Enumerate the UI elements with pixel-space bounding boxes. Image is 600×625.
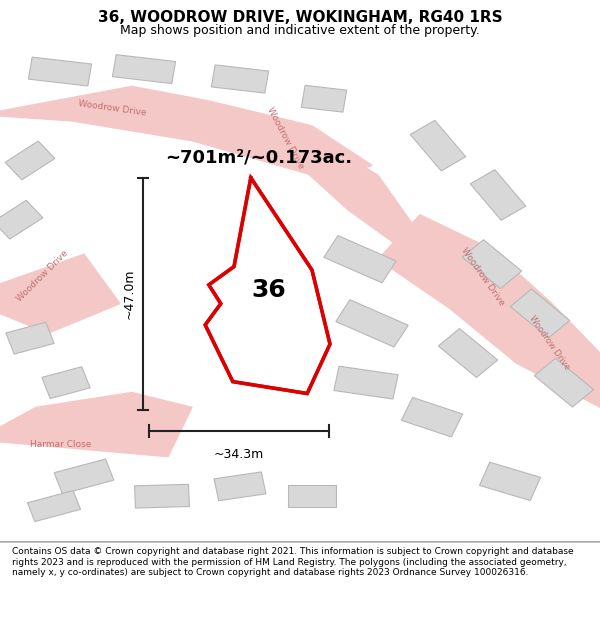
Polygon shape [42, 367, 90, 399]
Polygon shape [463, 239, 521, 289]
Polygon shape [228, 131, 420, 244]
Text: Woodrow Drive: Woodrow Drive [460, 246, 506, 307]
Text: ~701m²/~0.173ac.: ~701m²/~0.173ac. [165, 149, 352, 167]
Polygon shape [439, 329, 497, 378]
Polygon shape [301, 85, 347, 112]
Polygon shape [134, 484, 190, 508]
Polygon shape [0, 254, 120, 333]
Text: Woodrow Drive: Woodrow Drive [265, 106, 305, 171]
Polygon shape [214, 472, 266, 501]
Polygon shape [470, 170, 526, 220]
Polygon shape [28, 57, 92, 86]
Polygon shape [511, 289, 569, 338]
Text: Contains OS data © Crown copyright and database right 2021. This information is : Contains OS data © Crown copyright and d… [12, 548, 574, 577]
Polygon shape [334, 366, 398, 399]
Text: Woodrow Drive: Woodrow Drive [527, 314, 571, 372]
Text: ~34.3m: ~34.3m [214, 448, 264, 461]
Polygon shape [336, 300, 408, 347]
Text: 36: 36 [251, 278, 286, 302]
Polygon shape [479, 462, 541, 501]
Polygon shape [112, 54, 176, 84]
Polygon shape [0, 200, 43, 239]
Text: Woodrow Drive: Woodrow Drive [78, 99, 147, 118]
Polygon shape [378, 215, 600, 408]
Text: 36, WOODROW DRIVE, WOKINGHAM, RG40 1RS: 36, WOODROW DRIVE, WOKINGHAM, RG40 1RS [98, 10, 502, 25]
Text: Woodrow Drive: Woodrow Drive [14, 249, 70, 304]
Polygon shape [401, 398, 463, 437]
Polygon shape [324, 236, 396, 283]
Polygon shape [288, 485, 336, 508]
Text: ~47.0m: ~47.0m [123, 269, 136, 319]
Polygon shape [535, 358, 593, 407]
Polygon shape [410, 121, 466, 171]
Text: Map shows position and indicative extent of the property.: Map shows position and indicative extent… [120, 24, 480, 36]
Polygon shape [54, 459, 114, 494]
Polygon shape [0, 86, 372, 180]
Text: Harmar Close: Harmar Close [30, 440, 91, 449]
Polygon shape [5, 141, 55, 180]
Polygon shape [205, 177, 330, 394]
Polygon shape [28, 491, 80, 521]
Polygon shape [0, 392, 192, 457]
Polygon shape [211, 65, 269, 93]
Polygon shape [6, 322, 54, 354]
